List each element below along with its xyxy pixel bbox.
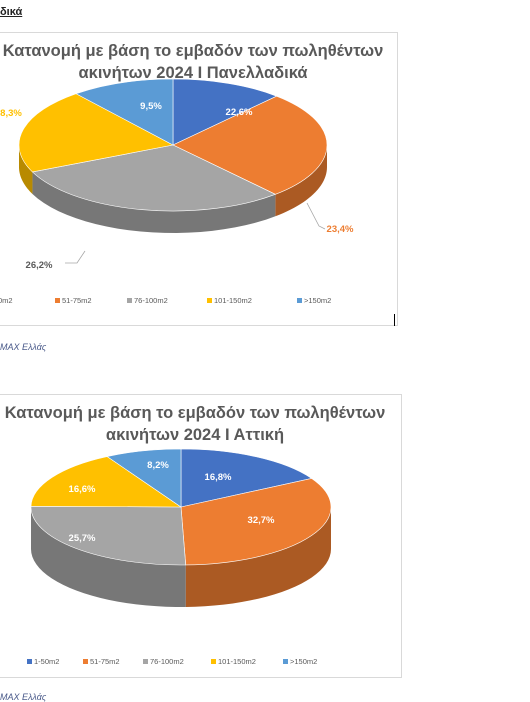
legend-swatch->150m2 bbox=[297, 298, 302, 303]
pie-slice-76-100m2 bbox=[31, 144, 277, 212]
leader-line bbox=[65, 250, 86, 264]
text-cursor bbox=[394, 314, 395, 326]
legend-swatch-51-75m2 bbox=[83, 659, 88, 664]
legend-swatch-76-100m2 bbox=[127, 298, 132, 303]
pie-chart-attica: 16,8% 32,7% 25,7% 16,6% 8,2% 1-50m2 51-75m2 76-… bbox=[27, 448, 332, 666]
legend-label-1-50m2: 0m2 bbox=[0, 296, 13, 305]
pie-slice-101-150m2 bbox=[30, 456, 182, 508]
pie-slice-101-150m2 bbox=[18, 93, 174, 173]
chart-source-attica: MAX Ελλάς bbox=[0, 692, 47, 702]
legend-label-51-75m2: 51-75m2 bbox=[62, 296, 92, 305]
leader-line bbox=[306, 202, 326, 230]
legend-swatch-101-150m2 bbox=[207, 298, 212, 303]
data-label-51-75m2: 23,4% bbox=[327, 224, 354, 235]
legend-label->150m2: >150m2 bbox=[304, 296, 331, 305]
legend-swatch-101-150m2 bbox=[211, 659, 216, 664]
legend-swatch-76-100m2 bbox=[143, 659, 148, 664]
data-label-101-150m2: 16,6% bbox=[69, 484, 96, 495]
chart-title-line-1: Κατανομή με βάση το εμβαδόν των πωληθέντ… bbox=[2, 42, 384, 60]
pie-slice-1-50m2 bbox=[180, 448, 313, 508]
legend-label-1-50m2: 1-50m2 bbox=[34, 657, 59, 666]
legend-label-101-150m2: 101-150m2 bbox=[214, 296, 252, 305]
section-heading: δικά bbox=[0, 6, 23, 18]
pie-slice->150m2 bbox=[106, 448, 182, 508]
data-label->150m2: 8,2% bbox=[147, 460, 169, 471]
pie-chart-national: 23,4% 26,2% 8,3% 9,5% 22,6% 0m2 51-75m2 76-100m… bbox=[0, 78, 354, 305]
chart-title-line-2: ακινήτων 2024 Ι Πανελλαδικά bbox=[78, 64, 308, 82]
pie-slice-1-50m2 bbox=[172, 78, 278, 146]
legend-label-101-150m2: 101-150m2 bbox=[218, 657, 256, 666]
pie-side-walls bbox=[19, 145, 327, 233]
pie-side-101-150m2 bbox=[19, 145, 33, 194]
chart-panel-national: Κατανομή με βάση το εμβαδόν των πωληθέντ… bbox=[0, 32, 398, 326]
legend-label-76-100m2: 76-100m2 bbox=[134, 296, 168, 305]
pie-side-76-100m2 bbox=[31, 507, 186, 607]
chart-title-line-1: Κατανομή με βάση το εμβαδόν των πωληθέντ… bbox=[4, 404, 386, 422]
chart-source-national: MAX Ελλάς bbox=[0, 342, 47, 352]
data-label-76-100m2: 25,7% bbox=[69, 533, 96, 544]
chart-panel-attica: Κατανομή με βάση το εμβαδόν των πωληθέντ… bbox=[0, 394, 402, 678]
data-label->150m2: 9,5% bbox=[140, 101, 162, 112]
legend-swatch->150m2 bbox=[283, 659, 288, 664]
data-label-51-75m2: 32,7% bbox=[248, 515, 275, 526]
legend-label-76-100m2: 76-100m2 bbox=[150, 657, 184, 666]
legend-swatch-51-75m2 bbox=[55, 298, 60, 303]
pie-slice->150m2 bbox=[75, 78, 174, 146]
data-label-1-50m2: 16,8% bbox=[205, 472, 232, 483]
legend-label-51-75m2: 51-75m2 bbox=[90, 657, 120, 666]
pie-slice-51-75m2 bbox=[180, 478, 332, 566]
pie-side-76-100m2 bbox=[32, 171, 276, 233]
legend-label->150m2: >150m2 bbox=[290, 657, 317, 666]
pie-slice-51-75m2 bbox=[172, 95, 328, 195]
pie-side-51-75m2 bbox=[275, 145, 327, 217]
legend-swatch-1-50m2 bbox=[27, 659, 32, 664]
data-label-1-50m2: 22,6% bbox=[226, 107, 253, 118]
chart-title-line-2: ακινήτων 2024 Ι Αττική bbox=[105, 426, 285, 444]
data-label-76-100m2: 26,2% bbox=[26, 260, 53, 271]
pie-slice-76-100m2 bbox=[30, 505, 187, 566]
data-label-101-150m2: 8,3% bbox=[0, 108, 22, 119]
